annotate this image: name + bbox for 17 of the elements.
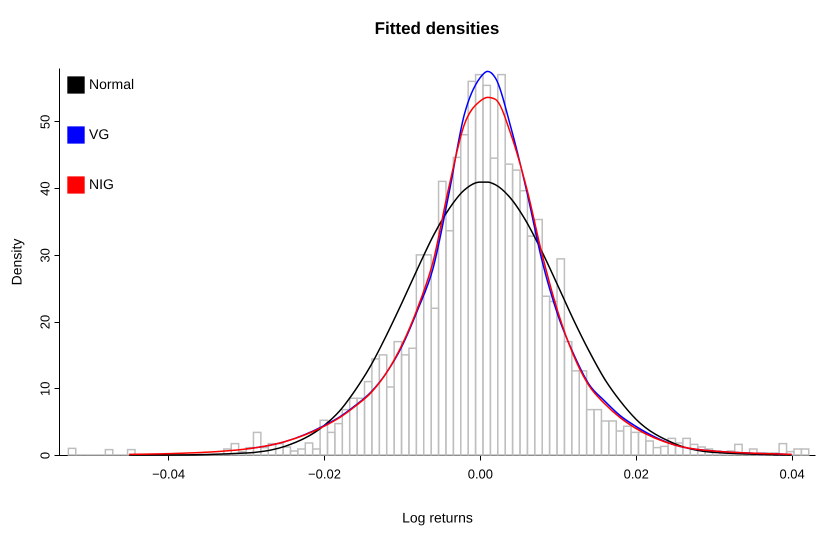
legend-label: NIG [89,176,114,192]
y-tick-label: 40 [38,181,52,196]
x-tick-label: 0.02 [624,466,649,482]
y-tick-label: 10 [38,382,52,396]
legend-label: Normal [89,76,134,92]
legend-label: VG [89,126,110,142]
y-axis-title: Density [8,238,24,286]
y-tick-label: 0 [38,452,52,460]
y-tick-label: 20 [38,314,52,330]
x-tick-label: −0.02 [308,466,341,482]
y-tick-label: 50 [38,114,52,130]
y-tick-label: 30 [38,248,52,263]
chart-title: Fitted densities [374,19,500,38]
x-tick-label: −0.04 [152,466,186,482]
x-tick-label: 0.00 [468,466,494,482]
x-tick-label: 0.04 [779,466,805,482]
x-axis-title: Log returns [402,510,473,526]
